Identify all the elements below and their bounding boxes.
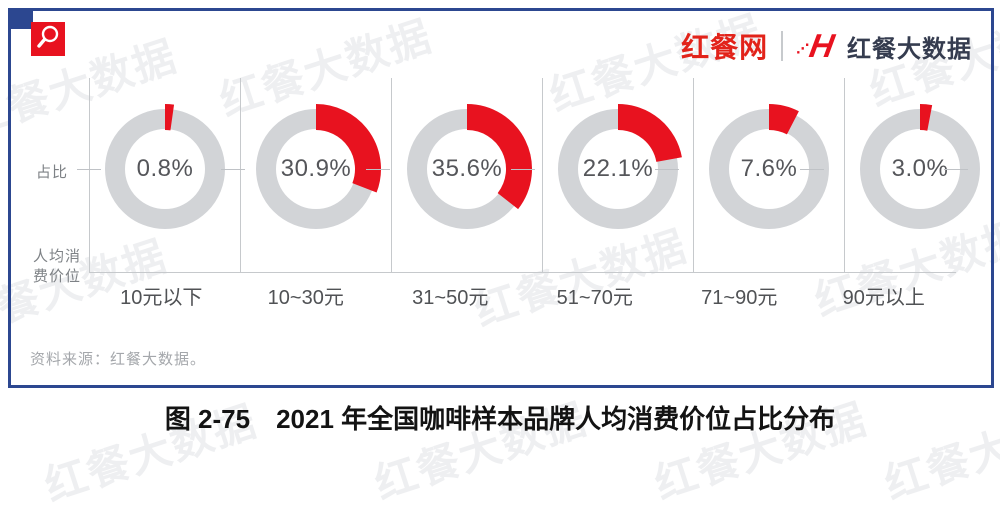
donut-chart: 0.8%	[90, 94, 240, 244]
x-axis-title: 人均消费价位	[33, 248, 82, 286]
grid-tick	[365, 169, 390, 170]
chart-column: 35.6%	[391, 78, 542, 272]
category-label: 31~50元	[412, 287, 489, 309]
donut-chart: 3.0%	[845, 94, 995, 244]
grid-tick	[77, 169, 101, 170]
chart-column: 0.8%	[89, 78, 240, 272]
donut-value-label: 35.6%	[431, 155, 503, 182]
donut-value-label: 7.6%	[740, 155, 798, 182]
category-label: 90元以上	[842, 287, 925, 309]
grid-tick	[510, 169, 535, 170]
chart-columns: 0.8% 30.9% 35.6% 22.1% 7.6% 3.0%	[77, 78, 980, 273]
chart-card-frame	[8, 8, 994, 388]
logo-divider	[781, 31, 784, 61]
category-label: 10元以下	[120, 287, 203, 309]
magnifier-icon	[33, 22, 63, 57]
x-axis-labels: 10元以下 10~30元 31~50元 51~70元 71~90元 90元以上	[89, 281, 956, 310]
corner-accent-square	[8, 8, 33, 29]
grid-tick	[944, 169, 968, 170]
category-label: 51~70元	[556, 287, 633, 309]
search-badge	[31, 22, 65, 56]
grid-tick	[221, 169, 246, 170]
chart-column: 3.0%	[844, 78, 995, 272]
header-logo-bar: 红餐网 ⋰ H 红餐大数据	[681, 26, 972, 66]
figure-caption: 图 2-75 2021 年全国咖啡样本品牌人均消费价位占比分布	[0, 399, 1000, 436]
donut-value-label: 0.8%	[136, 155, 194, 182]
donut-value-label: 22.1%	[582, 155, 654, 182]
chart-column: 7.6%	[693, 78, 844, 272]
source-note: 资料来源：红餐大数据。	[30, 351, 207, 368]
category-label: 10~30元	[267, 287, 344, 309]
chart-column: 30.9%	[240, 78, 391, 272]
figure-number: 图 2-75	[164, 404, 251, 434]
grid-tick	[654, 169, 679, 170]
figure-title: 2021 年全国咖啡样本品牌人均消费价位占比分布	[276, 404, 836, 434]
category-label: 71~90元	[701, 287, 778, 309]
y-axis-label: 占比	[36, 164, 69, 181]
donut-value-label: 30.9%	[280, 155, 352, 182]
chart-column: 22.1%	[542, 78, 693, 272]
hongcan-wang-logo: 红餐网	[681, 32, 769, 63]
h-logo-icon: ⋰ H	[796, 27, 838, 65]
donut-value-label: 3.0%	[891, 155, 949, 182]
grid-tick	[799, 169, 824, 170]
hongcan-bigdata-logo: 红餐大数据	[847, 35, 972, 63]
